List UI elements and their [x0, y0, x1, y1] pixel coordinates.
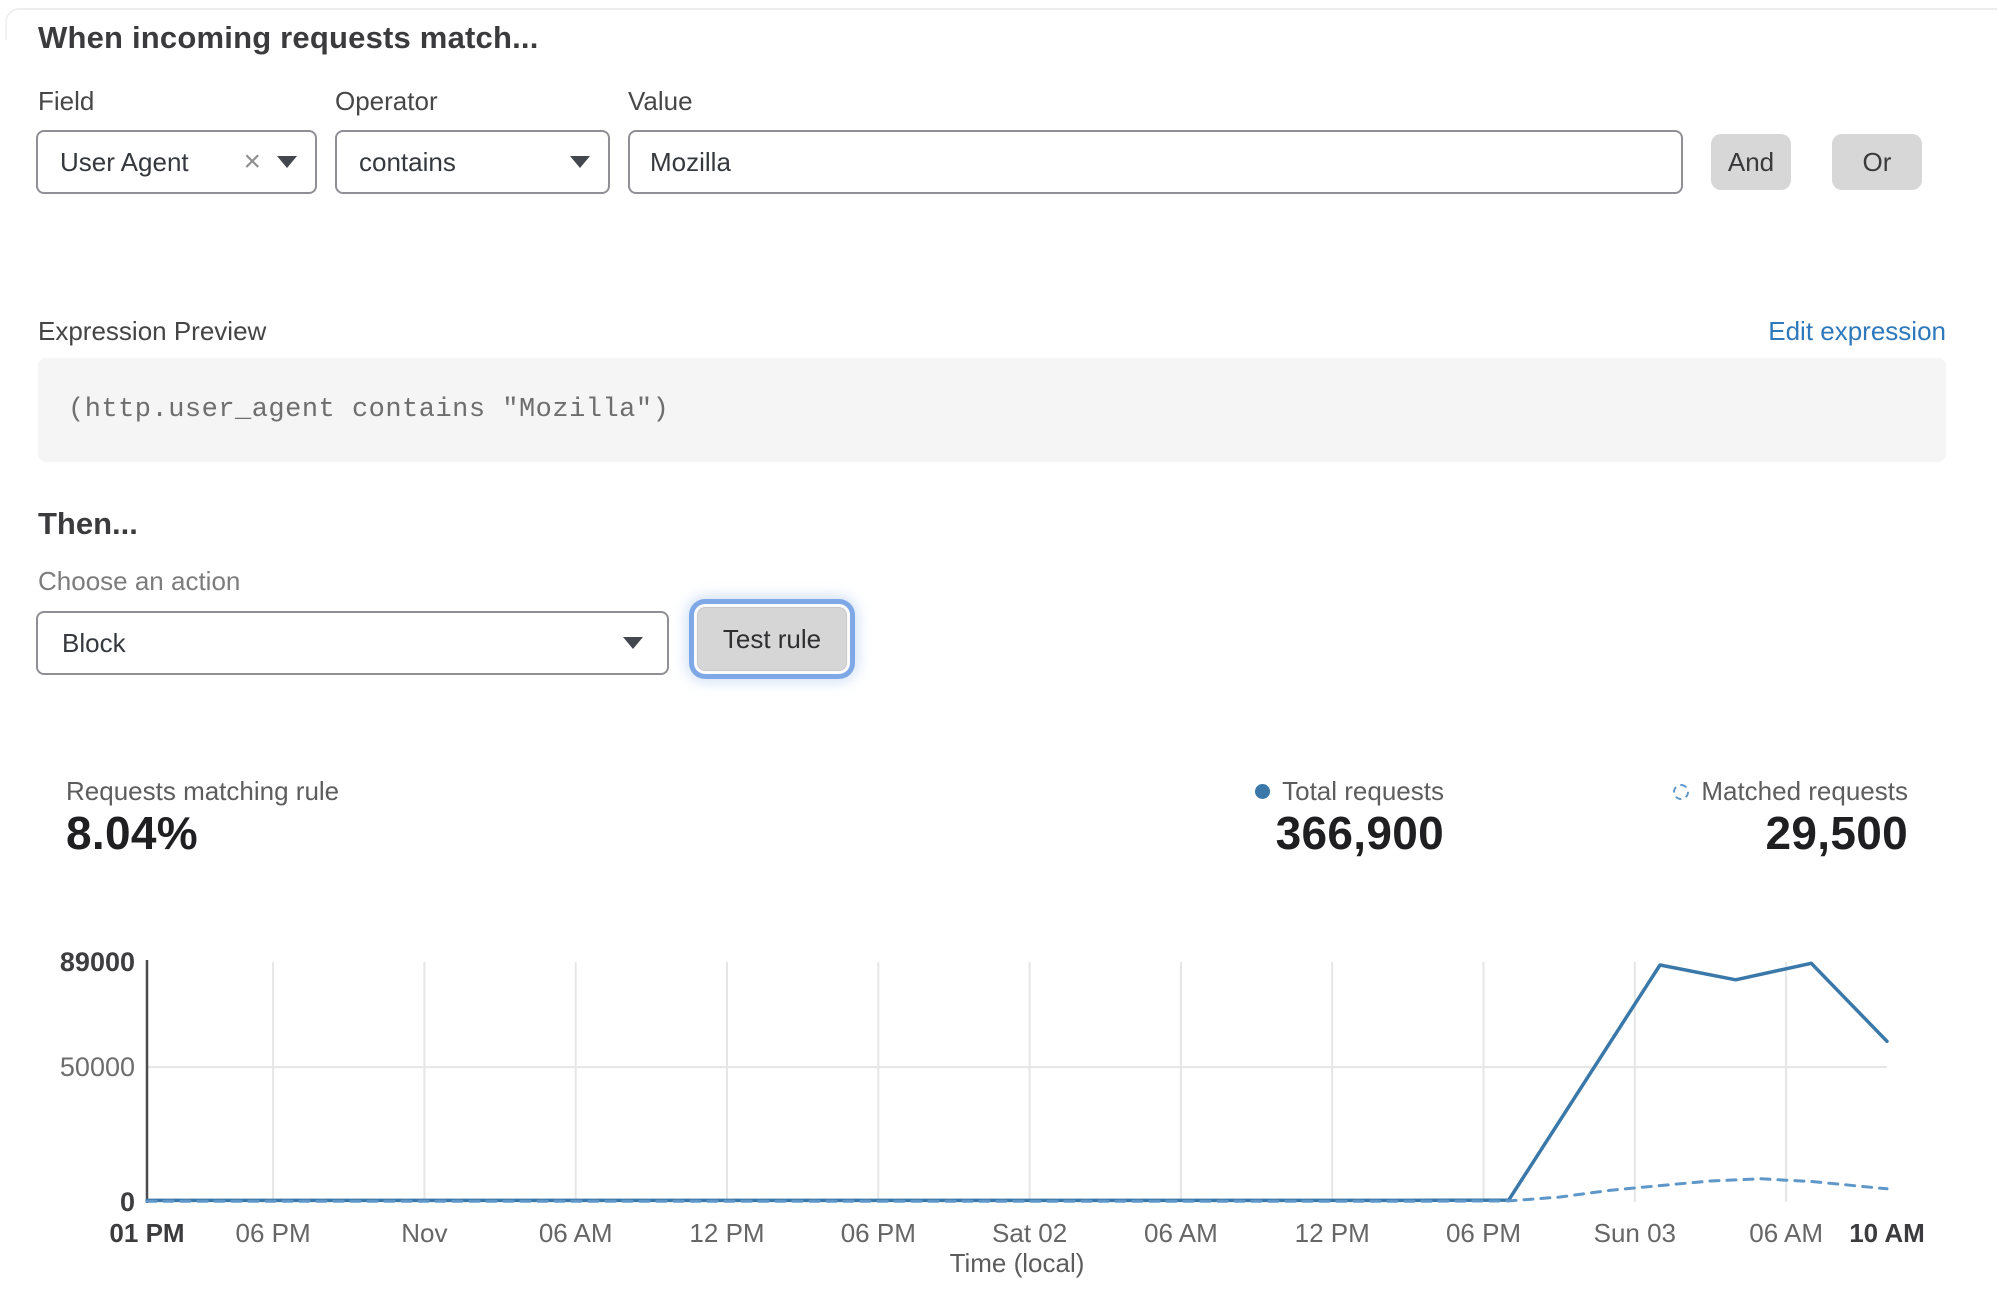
y-tick-label: 89000: [60, 948, 135, 977]
field-select-value: User Agent: [60, 146, 189, 177]
x-axis-title: Time (local): [950, 1248, 1085, 1278]
x-tick-label: Sun 03: [1594, 1218, 1676, 1248]
choose-action-label: Choose an action: [38, 566, 241, 596]
and-button[interactable]: And: [1711, 134, 1791, 190]
matched-requests-legend: Matched requests: [1673, 776, 1908, 807]
total-requests-value: 366,900: [1275, 807, 1444, 859]
field-select[interactable]: User Agent ×: [36, 130, 317, 194]
or-button[interactable]: Or: [1832, 134, 1922, 190]
x-tick-label: 12 PM: [1295, 1218, 1370, 1248]
x-tick-label: 06 PM: [236, 1218, 311, 1248]
matched-requests-label: Matched requests: [1701, 776, 1908, 806]
chevron-down-icon: [570, 156, 590, 168]
value-input[interactable]: [628, 130, 1683, 194]
requests-matching-label: Requests matching rule: [66, 776, 340, 806]
x-tick-label: Nov: [401, 1218, 447, 1248]
matched-requests-line: [145, 1177, 1889, 1203]
operator-select[interactable]: contains: [335, 130, 610, 194]
total-requests-line: [145, 961, 1889, 1203]
edit-expression-link[interactable]: Edit expression: [1768, 316, 1946, 346]
y-tick-label: 0: [120, 1187, 135, 1217]
total-requests-legend: Total requests: [1255, 776, 1444, 807]
test-rule-button[interactable]: Test rule: [697, 607, 847, 671]
value-label: Value: [628, 86, 693, 116]
expression-preview-label: Expression Preview: [38, 316, 267, 346]
x-tick-label: Sat 02: [992, 1218, 1067, 1248]
expression-preview-box: (http.user_agent contains "Mozilla"): [38, 358, 1946, 462]
requests-chart: 89000 50000 0 01 PM 06 PM Nov 06 AM 12 PM 06 PM S…: [0, 948, 1999, 1295]
matched-requests-dashed-circle-icon: [1673, 783, 1690, 800]
x-tick-label: 06 AM: [1749, 1218, 1823, 1248]
total-requests-dot-icon: [1255, 784, 1271, 799]
x-tick-label: 10 AM: [1849, 1218, 1925, 1248]
x-tick-label: 01 PM: [109, 1218, 184, 1248]
x-tick-label: 06 PM: [841, 1218, 916, 1248]
then-heading: Then...: [38, 506, 138, 541]
operator-select-value: contains: [359, 146, 456, 177]
x-tick-label: 06 AM: [1144, 1218, 1218, 1248]
requests-matching-value: 8.04%: [66, 807, 198, 859]
y-tick-label: 50000: [60, 1052, 135, 1082]
matched-requests-value: 29,500: [1765, 807, 1908, 859]
expression-code: (http.user_agent contains "Mozilla"): [68, 395, 670, 425]
x-tick-label: 06 AM: [539, 1218, 613, 1248]
action-select-value: Block: [62, 627, 126, 658]
x-tick-label: 12 PM: [689, 1218, 764, 1248]
field-label: Field: [38, 86, 95, 116]
chevron-down-icon: [277, 156, 297, 168]
x-tick-label: 06 PM: [1446, 1218, 1521, 1248]
chevron-down-icon: [623, 637, 643, 649]
total-requests-label: Total requests: [1282, 776, 1444, 806]
page-title: When incoming requests match...: [38, 20, 539, 55]
requests-chart-svg: 89000 50000 001 PM 06 PM Nov 06 AM 12 PM 06 PM S…: [60, 948, 1925, 1278]
clear-icon[interactable]: ×: [243, 145, 261, 178]
operator-label: Operator: [335, 86, 438, 116]
action-select[interactable]: Block: [36, 611, 669, 675]
